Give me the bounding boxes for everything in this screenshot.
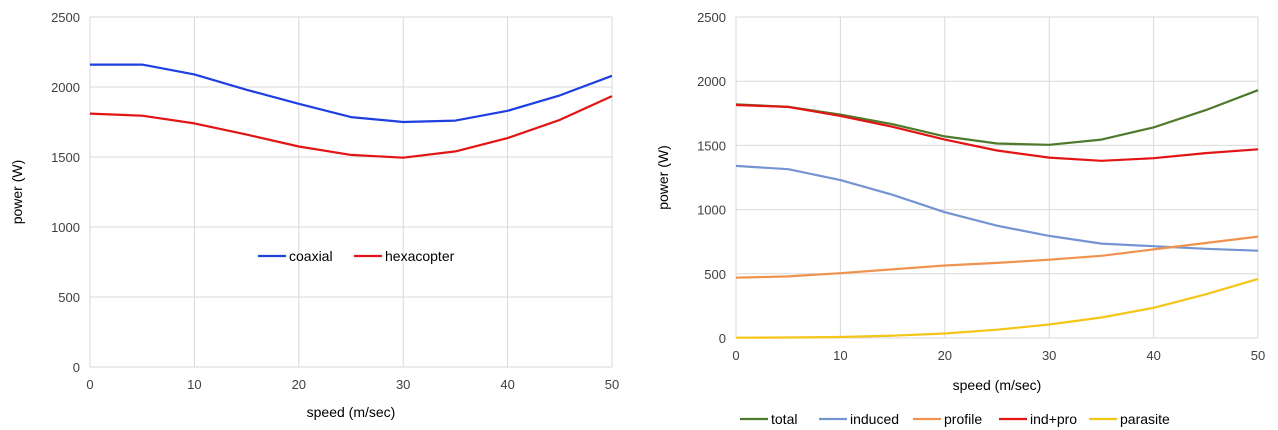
y-tick-label: 2500 — [51, 10, 80, 25]
x-tick-label: 40 — [1146, 348, 1160, 363]
series-line-profile — [735, 235, 1259, 279]
series-line-induced — [735, 164, 1259, 252]
legend-item: ind+pro — [999, 411, 1077, 427]
legend-item: induced — [819, 411, 899, 427]
x-tick-label: 20 — [292, 377, 306, 392]
y-tick-label: 1000 — [51, 220, 80, 235]
y-tick-label: 2000 — [51, 80, 80, 95]
legend-label: total — [771, 411, 797, 427]
y-axis-title: power (W) — [9, 160, 25, 225]
x-tick-label: 0 — [732, 348, 739, 363]
chart-right: 0 500 1000 1500 2000 2500 0 10 20 30 40 50 speed (m/… — [655, 10, 1265, 427]
series-line-ind-pro — [735, 103, 1259, 162]
x-tick-label: 10 — [833, 348, 847, 363]
y-tick-label: 500 — [58, 290, 80, 305]
y-tick-label: 500 — [704, 267, 726, 282]
y-axis-title: power (W) — [655, 145, 671, 210]
y-tick-label: 1500 — [51, 150, 80, 165]
y-tick-label: 1000 — [697, 203, 726, 218]
legend-label: induced — [850, 411, 899, 427]
legend: total induced profile ind+pro parasite — [740, 411, 1170, 427]
y-tick-label: 2500 — [697, 10, 726, 25]
series-line-coaxial — [90, 63, 613, 124]
chart-left: 0 500 1000 1500 2000 2500 0 10 20 30 40 50 speed (m/… — [9, 10, 619, 420]
y-tick-label: 1500 — [697, 138, 726, 153]
x-tick-label: 20 — [938, 348, 952, 363]
x-tick-label: 0 — [86, 377, 93, 392]
legend-label: parasite — [1120, 411, 1170, 427]
legend-label: hexacopter — [385, 248, 455, 264]
x-tick-label: 40 — [500, 377, 514, 392]
x-tick-label: 30 — [1042, 348, 1056, 363]
legend-item: profile — [913, 411, 982, 427]
legend-item: coaxial — [258, 248, 333, 264]
x-tick-label: 50 — [1251, 348, 1265, 363]
legend-label: ind+pro — [1030, 411, 1077, 427]
x-axis-title: speed (m/sec) — [307, 404, 396, 420]
y-tick-label: 0 — [719, 331, 726, 346]
x-tick-label: 50 — [605, 377, 619, 392]
legend-label: coaxial — [289, 248, 333, 264]
legend-item: hexacopter — [354, 248, 455, 264]
x-axis-title: speed (m/sec) — [953, 377, 1042, 393]
y-tick-label: 0 — [73, 360, 80, 375]
x-tick-label: 10 — [187, 377, 201, 392]
legend: coaxial hexacopter — [258, 248, 455, 264]
series-line-hexacopter — [89, 95, 613, 159]
legend-label: profile — [944, 411, 982, 427]
x-tick-label: 30 — [396, 377, 410, 392]
y-tick-label: 2000 — [697, 74, 726, 89]
series-line-parasite — [735, 277, 1259, 339]
legend-item: total — [740, 411, 797, 427]
series-line-total — [735, 89, 1259, 146]
legend-item: parasite — [1089, 411, 1170, 427]
